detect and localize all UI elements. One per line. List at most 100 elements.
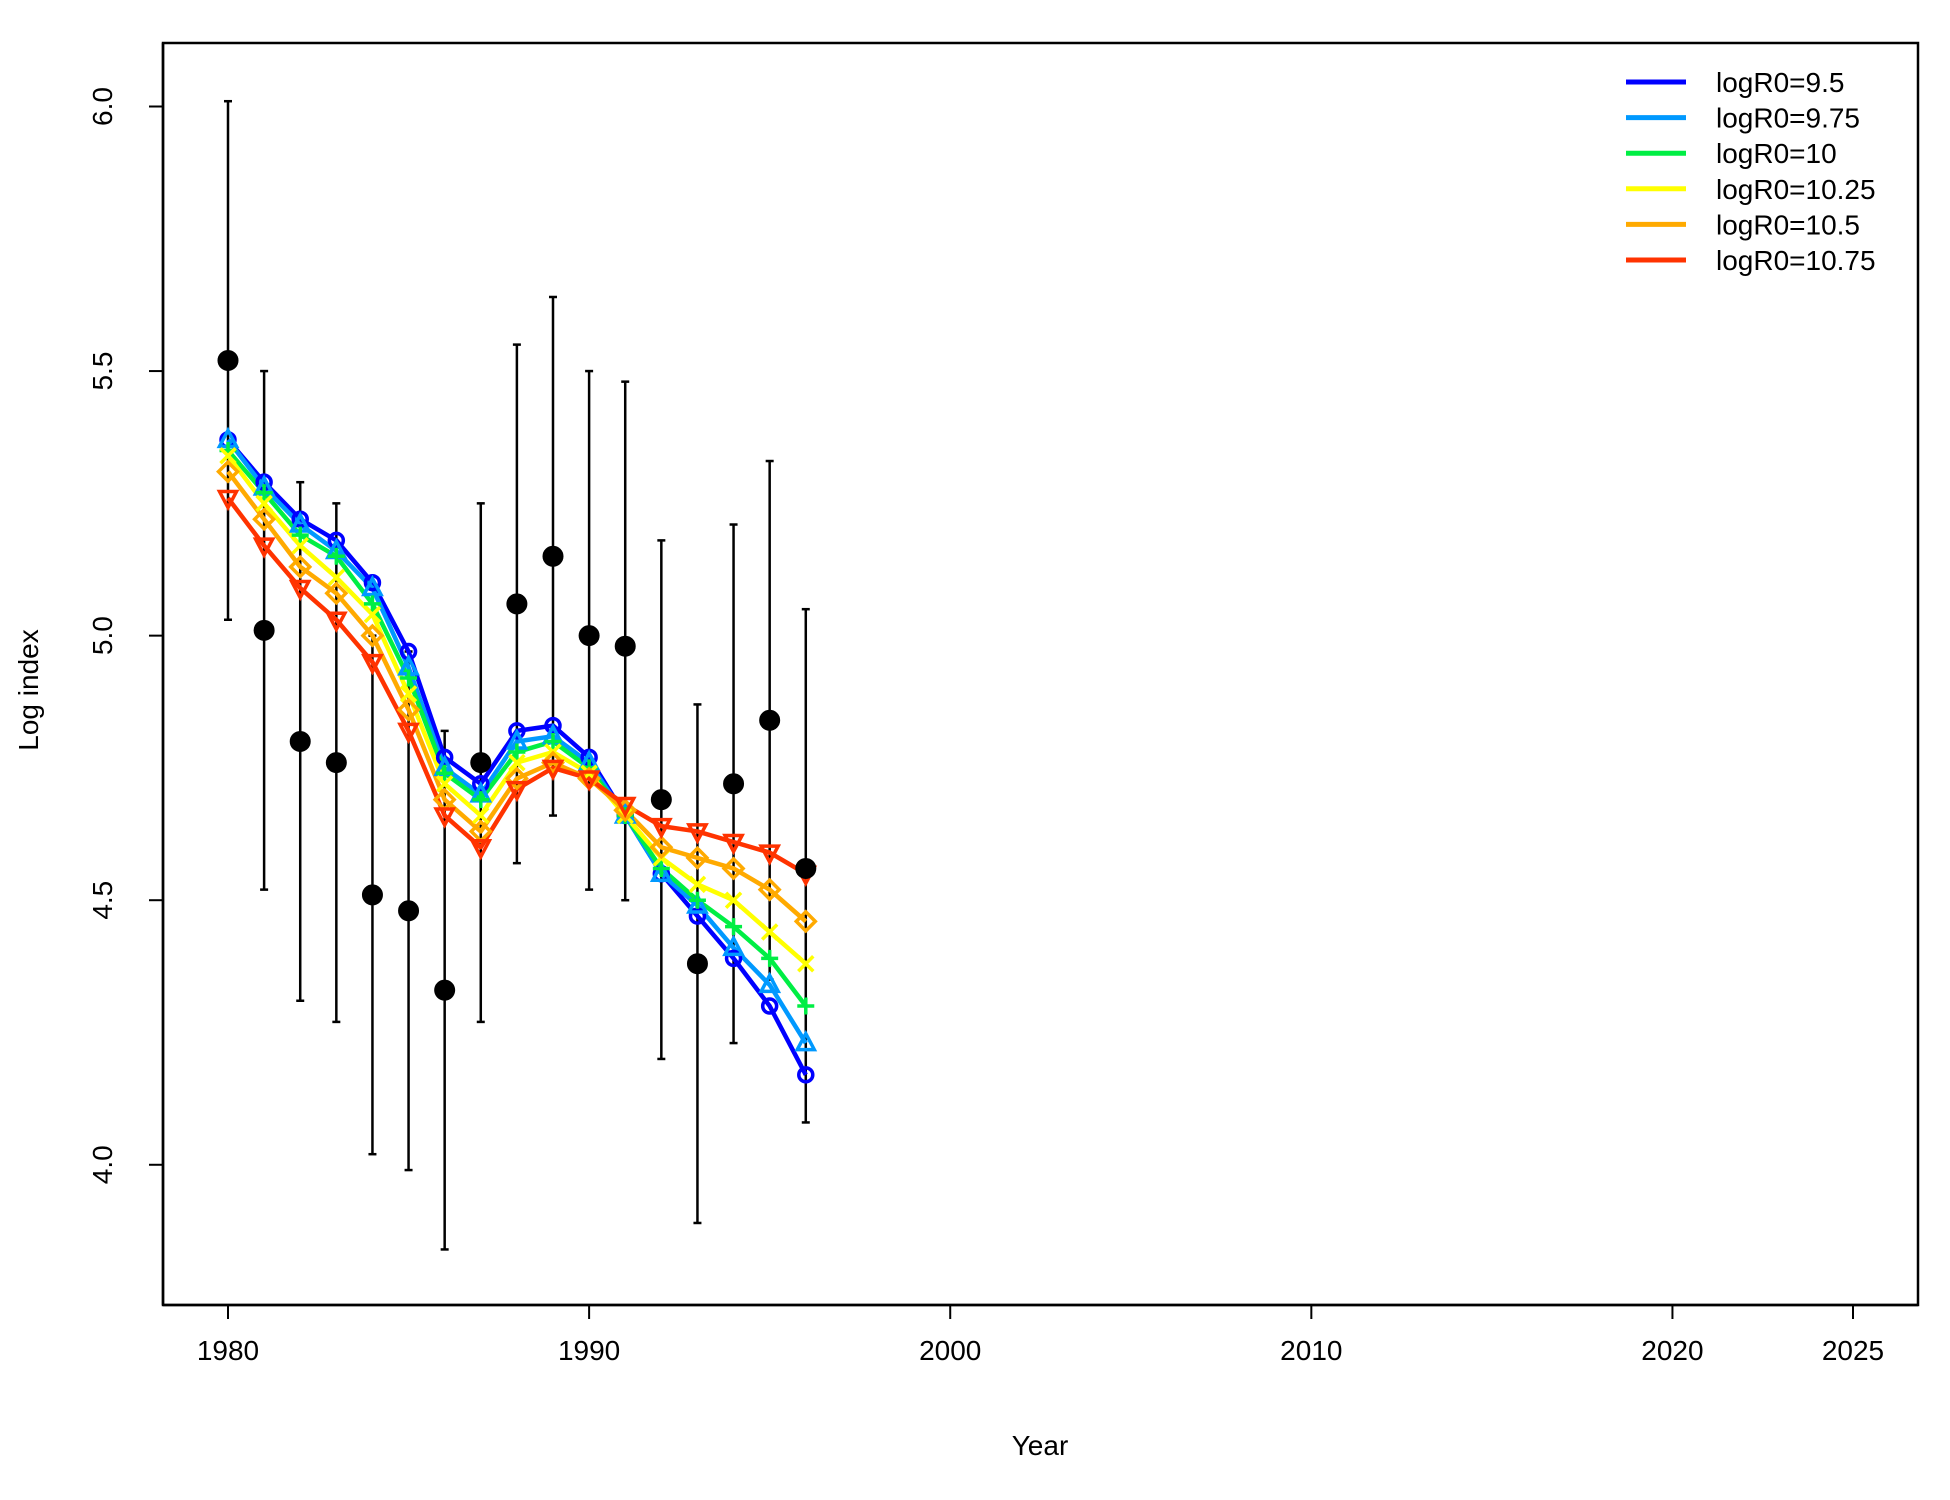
series-2-point	[436, 764, 454, 782]
series-5-point	[469, 839, 493, 861]
series-5-point	[252, 537, 276, 559]
series-4-point	[649, 835, 674, 860]
legend-label-2: logR0=10	[1716, 138, 1837, 169]
y-tick-label: 4.0	[87, 1145, 118, 1184]
y-axis: 4.0 4.5 5.0 5.5 6.0	[87, 43, 165, 1305]
series-0-point	[544, 716, 562, 735]
series-4-point	[252, 507, 277, 532]
series-4-point	[396, 697, 421, 722]
series-5-point	[324, 611, 348, 633]
series-line-4	[226, 470, 808, 924]
series-2-point	[255, 484, 273, 502]
series-2-point	[508, 743, 526, 761]
series-3-point	[797, 954, 815, 973]
series-3-point	[688, 875, 707, 894]
series-1-point	[758, 971, 782, 994]
observed-point	[325, 752, 347, 774]
series-4-point	[288, 554, 313, 579]
observed-point	[759, 709, 781, 731]
series-1-point	[722, 934, 745, 957]
y-tick-label: 4.5	[87, 881, 118, 920]
legend-label-1: logR0=9.75	[1716, 103, 1860, 134]
series-3-point	[435, 775, 454, 793]
series-3-point	[508, 753, 526, 772]
series-5-point	[361, 653, 384, 676]
series-2-point	[761, 949, 779, 967]
x-tick-label: 2010	[1280, 1335, 1342, 1366]
y-tick-label: 6.0	[87, 87, 118, 126]
observed-point	[361, 884, 383, 906]
legend: logR0=9.5 logR0=9.75 logR0=10 logR0=10.25 lo…	[1626, 67, 1876, 276]
series-3-point	[219, 446, 237, 465]
series-4-point	[324, 581, 349, 606]
x-tick-label: 2000	[919, 1335, 981, 1366]
series-1-point	[361, 574, 384, 597]
series-1-point	[649, 860, 673, 883]
series-markers	[216, 426, 818, 1084]
series-5-point	[577, 770, 601, 792]
series-4-point	[504, 766, 529, 791]
observed-point	[795, 857, 817, 879]
observed-point	[614, 635, 636, 657]
plot-frame	[161, 41, 1920, 1307]
series-0-point	[797, 1066, 815, 1084]
legend-label-3: logR0=10.25	[1716, 174, 1876, 205]
series-3-point	[327, 568, 346, 587]
series-5-point	[649, 817, 673, 840]
observed-point	[398, 900, 420, 922]
y-axis-label: Log index	[13, 629, 44, 750]
x-tick-label: 1990	[558, 1335, 620, 1366]
series-5-point	[433, 807, 457, 829]
series-4-point	[793, 909, 818, 934]
observed-point	[217, 349, 239, 371]
observed-point	[506, 593, 528, 615]
x-tick-label: 2020	[1641, 1335, 1703, 1366]
series-5-point	[505, 780, 529, 803]
observed-point	[723, 773, 745, 795]
series-1-point	[794, 1029, 818, 1052]
x-axis-label: Year	[1012, 1430, 1069, 1461]
series-2-point	[400, 669, 418, 687]
observed-point	[578, 625, 600, 647]
series-2-point	[472, 791, 490, 809]
legend-label-0: logR0=9.5	[1716, 67, 1844, 98]
series-3-point	[724, 891, 743, 909]
series-3-point	[760, 923, 779, 941]
series-5-point	[686, 823, 709, 845]
observed-point	[253, 619, 275, 641]
series-0-point	[760, 997, 779, 1015]
series-line-1	[226, 438, 808, 1045]
observed-point	[650, 789, 672, 811]
series-1-point	[686, 892, 709, 914]
y-tick-label: 5.5	[87, 352, 118, 391]
series-2-point	[363, 595, 381, 613]
series-0-point	[327, 531, 346, 550]
series-3-point	[291, 536, 309, 555]
series-2-point	[652, 859, 670, 877]
series-3-point	[472, 806, 490, 825]
observed-points	[217, 349, 817, 1001]
series-5-point	[758, 844, 782, 866]
legend-label-5: logR0=10.75	[1716, 245, 1876, 276]
series-0-point	[508, 722, 526, 740]
series-2-point	[797, 997, 815, 1015]
observed-point	[470, 752, 492, 774]
series-4-point	[685, 845, 710, 870]
observed-point	[289, 730, 311, 752]
series-4-point	[613, 798, 638, 823]
series-2-point	[291, 526, 309, 544]
legend-label-4: logR0=10.5	[1716, 209, 1860, 240]
series-5-point	[288, 579, 312, 602]
series-4-point	[541, 750, 565, 775]
observed-point	[434, 979, 456, 1001]
y-tick-label: 5.0	[87, 616, 118, 655]
observed-point	[686, 953, 708, 975]
series-4-point	[721, 856, 746, 881]
series-4-point	[757, 877, 782, 902]
series-5-point	[722, 833, 745, 856]
series-5-point	[613, 796, 637, 819]
series-2-point	[544, 732, 562, 750]
series-5-point	[541, 759, 565, 782]
series-4-point	[360, 623, 385, 648]
